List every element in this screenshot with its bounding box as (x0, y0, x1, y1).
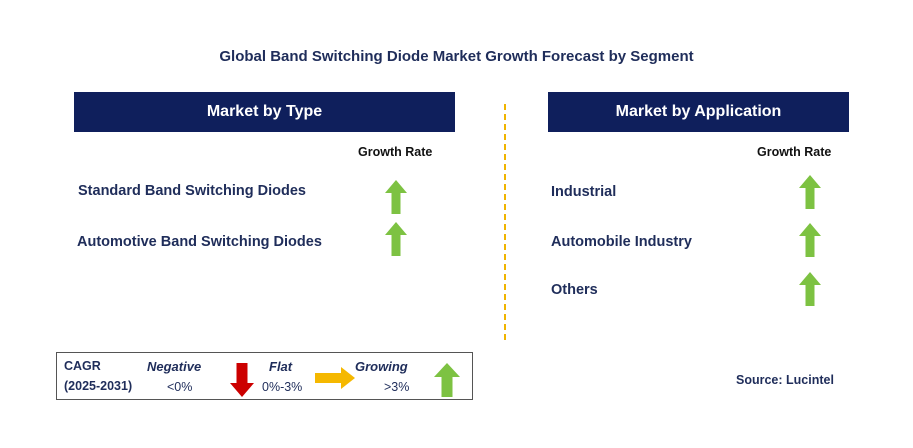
cagr-legend: CAGR (2025-2031) Negative <0% Flat 0%-3%… (56, 352, 473, 400)
up-arrow-icon (385, 180, 407, 214)
source-note: Source: Lucintel (736, 373, 834, 387)
legend-negative-range: <0% (167, 380, 193, 394)
right-arrow-icon (315, 367, 355, 389)
chart-title: Global Band Switching Diode Market Growt… (219, 48, 694, 65)
up-arrow-icon (799, 223, 821, 257)
legend-period: (2025-2031) (64, 379, 133, 393)
market-by-application-header: Market by Application (548, 92, 849, 132)
up-arrow-icon (799, 175, 821, 209)
segment-label-industrial: Industrial (551, 184, 617, 200)
segment-label-others: Others (551, 282, 598, 298)
market-by-type-header: Market by Type (74, 92, 455, 132)
up-arrow-icon (385, 222, 407, 256)
right-growth-rate-label: Growth Rate (757, 145, 832, 159)
down-arrow-icon (230, 363, 254, 397)
segment-label-standard: Standard Band Switching Diodes (78, 183, 306, 199)
legend-growing-range: >3% (384, 380, 410, 394)
legend-flat-name: Flat (269, 359, 293, 374)
up-arrow-icon (434, 363, 460, 397)
segment-label-automotive: Automotive Band Switching Diodes (77, 234, 322, 250)
legend-cagr-label: CAGR (64, 359, 101, 373)
legend-negative-name: Negative (147, 359, 202, 374)
segment-label-automobile-industry: Automobile Industry (551, 234, 692, 250)
legend-flat-range: 0%-3% (262, 380, 303, 394)
up-arrow-icon (799, 272, 821, 306)
panel-divider (504, 104, 506, 340)
left-growth-rate-label: Growth Rate (358, 145, 433, 159)
legend-growing-name: Growing (355, 359, 408, 374)
